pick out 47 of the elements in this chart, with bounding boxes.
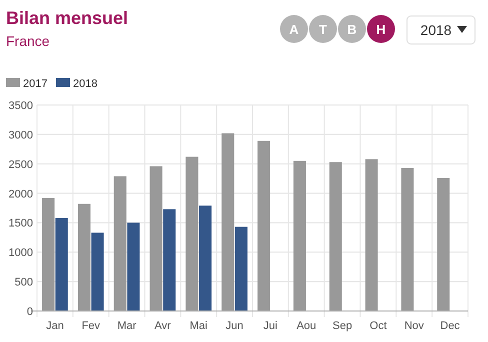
bar [91,232,104,311]
x-tick-label: Jan [46,320,64,332]
bar [365,159,378,311]
legend-label: 2017 [23,78,48,90]
text: 2018 [420,22,452,38]
text: H [376,22,386,37]
bar [127,222,140,311]
bar [222,133,234,311]
bar [42,198,55,311]
x-tick-label: Aou [296,320,316,332]
x-tick-label: Nov [404,320,424,332]
bar [199,206,212,311]
x-tick-label: Jun [226,320,244,332]
bar [163,209,176,311]
x-tick-label: Avr [154,320,172,332]
text: A [289,22,300,37]
y-tick-label: 500 [14,276,33,289]
chart-subtitle: France [6,33,50,49]
text: T [319,22,328,37]
bar [186,156,198,311]
x-tick-label: Mai [190,320,208,332]
bar [234,226,248,311]
chart-title: Bilan mensuel [6,8,128,28]
x-tick-label: Sep [332,320,352,332]
bar [437,178,450,311]
x-tick-label: Dec [440,320,460,332]
x-tick-label: Oct [370,320,387,332]
x-tick-label: Jui [263,320,278,332]
y-tick-label: 1000 [8,247,33,260]
bar [329,162,342,311]
bar [258,140,270,311]
y-tick-label: 2500 [8,158,33,171]
bar [78,204,90,311]
legend-label: 2018 [73,78,98,90]
y-tick-label: 3500 [8,100,33,112]
x-tick-label: Mar [117,320,137,332]
bar [114,176,126,311]
y-tick-label: 2000 [8,188,33,200]
bar [150,166,162,311]
y-tick-label: 3000 [8,129,33,142]
bar [293,160,306,311]
bar [55,218,68,311]
y-tick-label: 1500 [8,218,33,230]
y-tick-label: 0 [26,306,33,318]
text: B [347,22,357,37]
bar [401,168,414,311]
x-tick-label: Fev [82,320,101,332]
